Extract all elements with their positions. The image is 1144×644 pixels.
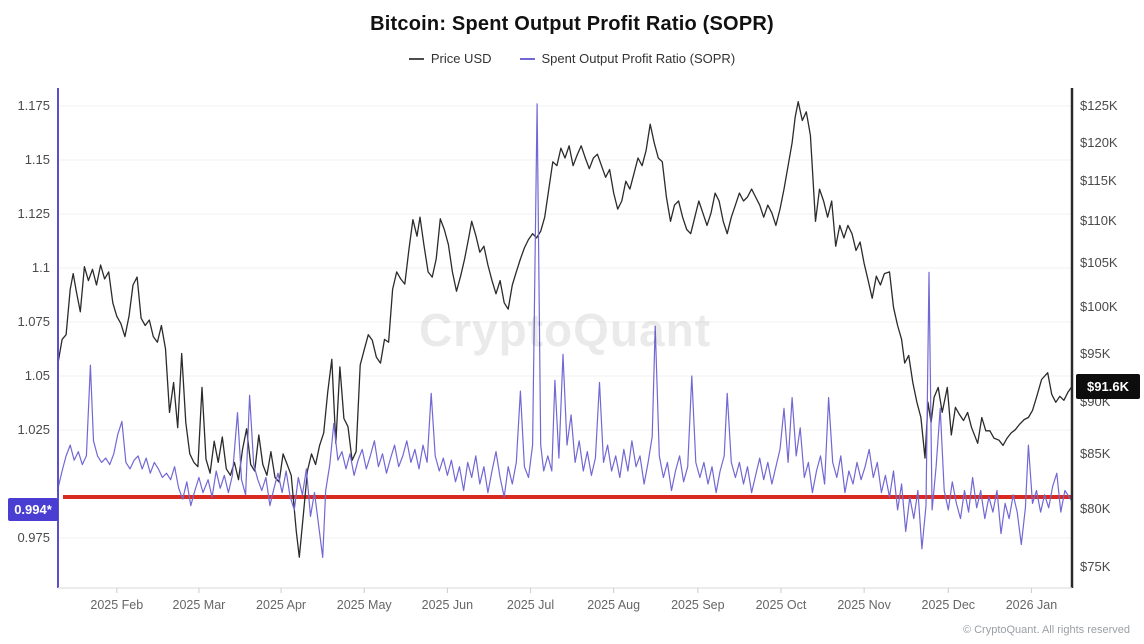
x-axis-tick-label: 2025 Dec [921,598,976,612]
y-axis-right-tick: $100K [1080,299,1118,315]
legend-item-price[interactable]: Price USD [408,51,492,66]
y-axis-left-tick: 1.125 [17,206,50,221]
y-axis-right-tick: $120K [1080,134,1118,150]
x-axis-tick-label: 2025 Jun [421,598,474,612]
x-axis-tick-label: 2025 May [336,598,392,612]
x-axis-tick-label: 2025 Sep [671,598,725,612]
y-axis-right-tick: $80K [1080,500,1111,516]
x-axis-tick-label: 2026 Jan [1005,598,1058,612]
y-axis-left-tick: 0.975 [17,530,50,545]
legend-label: Spent Output Profit Ratio (SOPR) [541,51,736,66]
y-axis-left-tick: 1.175 [17,98,50,113]
watermark: CryptoQuant [418,304,712,356]
y-axis-right-tick: $110K [1080,213,1117,229]
sopr-reference-badge: 0.994* [8,497,58,521]
y-axis-left-tick: 1.05 [24,368,50,383]
y-axis-right-tick: $115K [1080,173,1117,189]
y-axis-right-tick: $85K [1080,445,1111,461]
sopr-line [57,103,1073,559]
x-axis-tick-label: 2025 Aug [587,598,641,612]
y-axis-right-tick: $95K [1080,345,1111,361]
x-axis-tick-label: 2025 Feb [90,598,144,612]
x-axis-tick-label: 2025 Apr [256,598,307,612]
legend-item-sopr[interactable]: Spent Output Profit Ratio (SOPR) [519,51,736,66]
y-axis-right-tick: $105K [1080,255,1118,271]
x-axis-tick-label: 2025 Nov [837,598,891,612]
y-axis-left-tick: 1.1 [31,260,50,275]
last-price-badge: $91.6K [1076,374,1140,400]
copyright-notice: © CryptoQuant. All rights reserved [962,624,1130,636]
y-axis-right-tick: $125K [1080,98,1118,113]
y-axis-right-tick: $75K [1080,558,1111,574]
page-title: Bitcoin: Spent Output Profit Ratio (SOPR… [370,13,774,35]
y-axis-left-tick: 1.075 [17,314,50,329]
legend-swatch [408,57,424,60]
x-axis-tick-label: 2025 Oct [755,598,807,612]
legend: Price USD Spent Output Profit Ratio (SOPR… [0,51,1144,66]
x-axis-tick-label: 2025 Mar [172,598,226,612]
legend-label: Price USD [430,51,492,66]
y-axis-left-tick: 1.025 [17,422,50,437]
price-line [57,101,1073,558]
legend-swatch [519,57,535,60]
y-axis-left-tick: 1.15 [24,152,50,167]
x-axis-tick-label: 2025 Jul [506,598,555,612]
